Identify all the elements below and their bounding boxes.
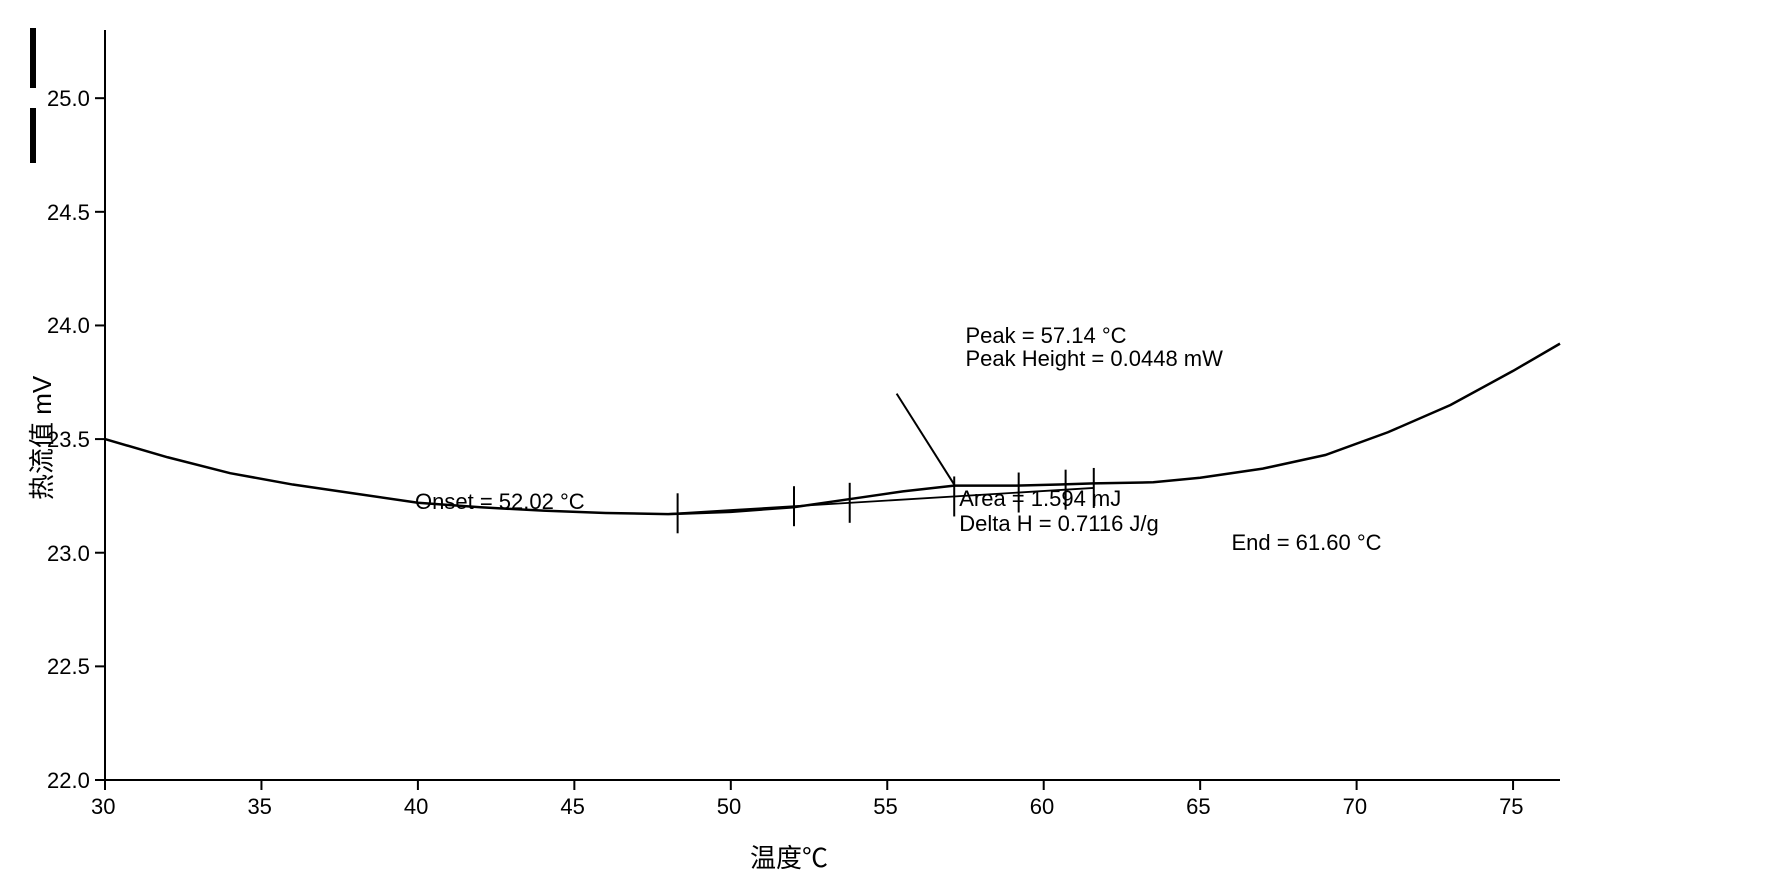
y-tick-label: 22.0 (47, 768, 90, 794)
y-tick-label: 22.5 (47, 654, 90, 680)
plot-svg (0, 0, 1767, 879)
y-tick-label: 23.0 (47, 541, 90, 567)
x-tick-label: 60 (1030, 794, 1054, 820)
x-tick-label: 30 (91, 794, 115, 820)
y-tick-label: 24.0 (47, 313, 90, 339)
x-tick-label: 65 (1186, 794, 1210, 820)
x-tick-label: 40 (404, 794, 428, 820)
x-tick-label: 35 (247, 794, 271, 820)
dsc-chart: 热流值 mV 温度℃ Onset = 52.02 °C Peak = 57.14… (0, 0, 1767, 879)
x-tick-label: 50 (717, 794, 741, 820)
x-tick-label: 70 (1343, 794, 1367, 820)
y-tick-label: 23.5 (47, 427, 90, 453)
y-tick-label: 25.0 (47, 86, 90, 112)
x-tick-label: 55 (873, 794, 897, 820)
y-tick-label: 24.5 (47, 200, 90, 226)
x-tick-label: 45 (560, 794, 584, 820)
x-tick-label: 75 (1499, 794, 1523, 820)
